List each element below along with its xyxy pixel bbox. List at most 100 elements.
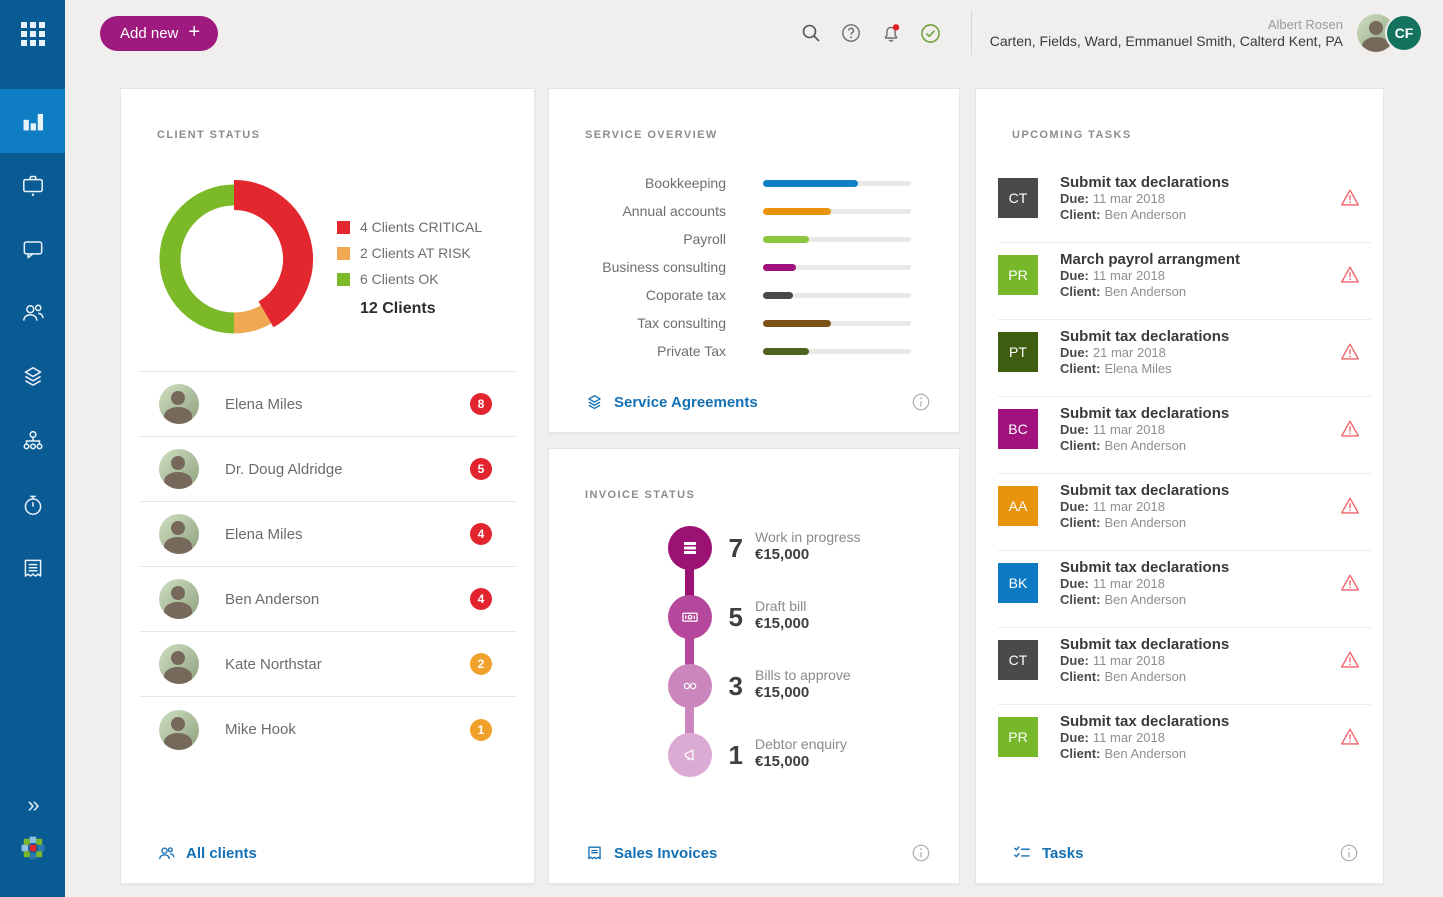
work-in-progress-icon[interactable] bbox=[668, 526, 712, 570]
task-row[interactable]: CT Submit tax declarations Due: 11 mar 20… bbox=[998, 166, 1371, 243]
approvals-check-icon[interactable] bbox=[911, 13, 951, 53]
client-status-card: CLIENT STATUS 4 Clients CRITICAL 2 Clien… bbox=[120, 88, 535, 884]
avatar bbox=[159, 709, 199, 750]
sidebar-item-clients[interactable] bbox=[0, 281, 65, 345]
stage-amount: €15,000 bbox=[755, 615, 810, 632]
stage-amount: €15,000 bbox=[755, 753, 810, 770]
info-icon[interactable] bbox=[1339, 843, 1359, 863]
task-row[interactable]: PT Submit tax declarations Due: 21 mar 20… bbox=[998, 320, 1371, 397]
service-row: Tax consulting bbox=[585, 309, 911, 337]
stage-label: Bills to approve bbox=[755, 667, 851, 683]
service-agreements-link[interactable]: Service Agreements bbox=[585, 393, 758, 412]
info-icon[interactable] bbox=[911, 392, 931, 412]
all-clients-link[interactable]: All clients bbox=[157, 844, 257, 863]
client-row[interactable]: Elena Miles 4 bbox=[139, 502, 516, 567]
link-label: All clients bbox=[186, 845, 257, 862]
notifications-bell-icon[interactable] bbox=[871, 13, 911, 53]
card-title: UPCOMING TASKS bbox=[1012, 129, 1132, 141]
service-bar-fill bbox=[763, 263, 796, 271]
task-row[interactable]: BK Submit tax declarations Due: 11 mar 20… bbox=[998, 551, 1371, 628]
upcoming-tasks-card: UPCOMING TASKS CT Submit tax declaration… bbox=[975, 88, 1384, 884]
legend-item-at-risk: 2 Clients AT RISK bbox=[337, 240, 482, 266]
client-status-donut-chart bbox=[159, 180, 313, 334]
stage-amount: €15,000 bbox=[755, 546, 810, 563]
task-row[interactable]: PR Submit tax declarations Due: 11 mar 20… bbox=[998, 705, 1371, 782]
warning-icon bbox=[1341, 266, 1359, 283]
sidebar-item-app-launcher[interactable] bbox=[0, 0, 65, 68]
legend-label: 6 Clients OK bbox=[360, 271, 439, 287]
task-due: Due: 21 mar 2018 bbox=[1060, 345, 1166, 360]
task-due: Due: 11 mar 2018 bbox=[1060, 422, 1165, 437]
invoice-stage[interactable]: 1 Debtor enquiry €15,000 bbox=[549, 733, 959, 802]
invoice-stage[interactable]: 5 Draft bill €15,000 bbox=[549, 595, 959, 664]
timeline-connector bbox=[685, 617, 694, 686]
alert-count-badge: 2 bbox=[470, 653, 492, 675]
user-info[interactable]: Albert Rosen Carten, Fields, Ward, Emman… bbox=[990, 16, 1343, 50]
client-row[interactable]: Dr. Doug Aldridge 5 bbox=[139, 437, 516, 502]
debtor-enquiry-icon[interactable] bbox=[668, 733, 712, 777]
sidebar-item-dashboard[interactable] bbox=[0, 89, 65, 153]
task-client: Client: Elena Miles bbox=[1060, 361, 1172, 376]
service-overview-card: SERVICE OVERVIEW Bookkeeping Annual acco… bbox=[548, 88, 960, 433]
legend-item-ok: 6 Clients OK bbox=[337, 266, 482, 292]
legend-item-critical: 4 Clients CRITICAL bbox=[337, 214, 482, 240]
help-icon[interactable] bbox=[831, 13, 871, 53]
sidebar-item-briefcase[interactable] bbox=[0, 153, 65, 217]
sales-invoices-link[interactable]: Sales Invoices bbox=[585, 844, 717, 863]
service-label: Tax consulting bbox=[637, 315, 726, 331]
client-name: Ben Anderson bbox=[225, 590, 320, 608]
task-category-badge: CT bbox=[998, 178, 1038, 218]
plus-icon: + bbox=[188, 21, 201, 43]
service-row: Annual accounts bbox=[585, 197, 911, 225]
legend-swatch bbox=[337, 246, 350, 260]
search-icon[interactable] bbox=[791, 13, 831, 53]
briefcase-icon bbox=[20, 172, 46, 198]
sidebar-item-messages[interactable] bbox=[0, 217, 65, 281]
task-due: Due: 11 mar 2018 bbox=[1060, 730, 1165, 745]
sidebar-item-services[interactable] bbox=[0, 345, 65, 409]
invoice-stage[interactable]: 3 Bills to approve €15,000 bbox=[549, 664, 959, 733]
sidebar-item-time[interactable] bbox=[0, 473, 65, 537]
avatar bbox=[159, 384, 199, 424]
org-chart-icon bbox=[20, 428, 46, 454]
client-name: Elena Miles bbox=[225, 525, 303, 543]
task-row[interactable]: BC Submit tax declarations Due: 11 mar 20… bbox=[998, 397, 1371, 474]
stage-count: 1 bbox=[728, 740, 743, 770]
client-row[interactable]: Mike Hook 1 bbox=[139, 697, 516, 762]
task-row[interactable]: AA Submit tax declarations Due: 11 mar 20… bbox=[998, 474, 1371, 551]
client-row[interactable]: Kate Northstar 2 bbox=[139, 632, 516, 697]
task-row[interactable]: CT Submit tax declarations Due: 11 mar 20… bbox=[998, 628, 1371, 705]
task-row[interactable]: PR March payrol arrangment Due: 11 mar 20… bbox=[998, 243, 1371, 320]
client-row[interactable]: Elena Miles 8 bbox=[139, 372, 516, 437]
sidebar-item-organization[interactable] bbox=[0, 409, 65, 473]
task-client: Client: Ben Anderson bbox=[1060, 438, 1187, 453]
stage-count: 7 bbox=[728, 533, 743, 563]
warning-icon bbox=[1341, 189, 1359, 206]
task-title: Submit tax declarations bbox=[1060, 636, 1230, 653]
top-header: Add new + Albert Rosen Carten, Fields, W… bbox=[65, 0, 1443, 66]
task-title: March payrol arrangment bbox=[1060, 251, 1241, 268]
client-list: Elena Miles 8 Dr. Doug Aldridge 5 Elena … bbox=[139, 371, 516, 762]
task-list: CT Submit tax declarations Due: 11 mar 20… bbox=[976, 166, 1383, 782]
bills-to-approve-icon[interactable] bbox=[668, 664, 712, 708]
service-bar-track bbox=[763, 235, 911, 243]
legend-swatch bbox=[337, 220, 350, 234]
profile-avatar-group[interactable]: CF bbox=[1357, 14, 1423, 52]
info-icon[interactable] bbox=[911, 843, 931, 863]
client-row[interactable]: Ben Anderson 4 bbox=[139, 567, 516, 632]
service-label: Bookkeeping bbox=[645, 175, 726, 191]
draft-bill-icon[interactable] bbox=[668, 595, 712, 639]
service-label: Payroll bbox=[683, 231, 726, 247]
stage-label: Debtor enquiry bbox=[755, 736, 847, 752]
sidebar-item-documents[interactable] bbox=[0, 537, 65, 601]
add-new-button[interactable]: Add new + bbox=[100, 15, 219, 51]
expand-sidebar-icon[interactable]: » bbox=[27, 792, 39, 817]
card-title: INVOICE STATUS bbox=[585, 489, 696, 501]
alert-count-badge: 4 bbox=[470, 588, 492, 610]
invoice-status-card: INVOICE STATUS 7 Work in progress €15,00… bbox=[548, 448, 960, 884]
stage-count: 5 bbox=[728, 602, 743, 632]
task-client: Client: Ben Anderson bbox=[1060, 515, 1187, 530]
service-row: Business consulting bbox=[585, 253, 911, 281]
invoice-stage[interactable]: 7 Work in progress €15,000 bbox=[549, 526, 959, 595]
tasks-link[interactable]: Tasks bbox=[1012, 843, 1083, 863]
